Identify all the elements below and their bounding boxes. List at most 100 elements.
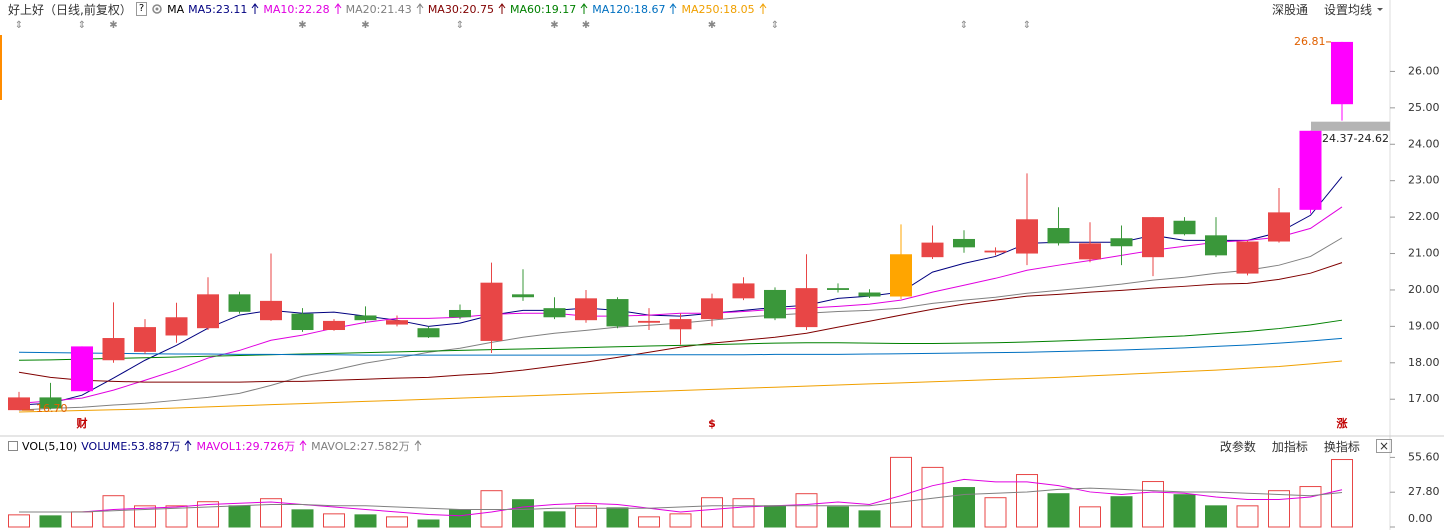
series-label: MA20:21.43 <box>345 2 412 16</box>
candle-body <box>858 292 881 297</box>
volume-bar <box>732 498 755 528</box>
close-button[interactable]: × <box>1375 439 1392 453</box>
candle-body <box>764 289 786 319</box>
volume-bar <box>575 505 597 528</box>
candle-body <box>1079 243 1101 260</box>
candle-body <box>197 294 219 329</box>
button[interactable]: 加指标 <box>1271 439 1308 454</box>
series-label: MA10:22.28 <box>263 2 330 16</box>
volume-bar <box>1079 506 1101 528</box>
candle-body <box>1047 228 1070 244</box>
volume-bar <box>1047 493 1070 528</box>
volume-bar <box>71 511 93 528</box>
volume-bar <box>512 499 534 528</box>
candle-body <box>512 294 534 298</box>
candle-body <box>165 317 188 336</box>
candle-body <box>669 319 692 330</box>
volume-bar <box>260 498 282 528</box>
y-tick-label: 23.00 <box>1408 174 1440 187</box>
volume-bar <box>228 505 251 528</box>
candle-body <box>890 254 912 297</box>
ma-label: MA <box>167 2 185 16</box>
arrow-icon <box>251 3 259 14</box>
arrow-icon <box>414 440 422 451</box>
candle-body <box>291 313 314 331</box>
candle-body <box>8 397 30 411</box>
candle-body <box>354 315 377 321</box>
arrow-icon <box>299 440 307 451</box>
link[interactable]: 设置均线 <box>1323 2 1372 17</box>
candle-body <box>449 309 471 318</box>
ma-line <box>18 262 1343 383</box>
volume-bar <box>291 509 314 528</box>
y-tick-label: 18.00 <box>1408 356 1440 369</box>
candle-body <box>1236 241 1259 274</box>
event-icon: ⇕ <box>1023 20 1031 31</box>
candle-body <box>1205 235 1227 256</box>
candle-body <box>543 308 566 318</box>
link[interactable]: 深股通 <box>1271 2 1308 17</box>
y-tick-label: 21.00 <box>1408 247 1440 260</box>
button[interactable]: 换指标 <box>1323 439 1360 454</box>
arrow-icon <box>670 3 677 14</box>
help-button[interactable]: ? <box>135 2 148 16</box>
event-marker: $ <box>708 417 716 430</box>
candle-body <box>1268 212 1290 242</box>
settings-icon[interactable] <box>151 3 163 15</box>
y-tick-label: 22.00 <box>1408 210 1440 223</box>
low-label: 16.70 <box>36 402 68 415</box>
candle-body <box>1142 217 1164 258</box>
event-icon: ⇕ <box>771 20 779 31</box>
volume-bar <box>1299 486 1322 528</box>
arrow-icon <box>498 3 506 14</box>
collapse-icon[interactable] <box>8 441 18 451</box>
volume-bar <box>386 516 408 528</box>
zone-label: 24.37-24.62 <box>1322 132 1389 145</box>
y-tick-label: 0.00 <box>1408 512 1433 525</box>
y-tick-label: 25.00 <box>1408 101 1440 114</box>
volume-bar <box>1268 490 1290 528</box>
arrow-icon <box>759 3 767 14</box>
candle-body <box>1173 220 1196 235</box>
candle-body <box>102 338 125 361</box>
volume-label: VOLUME:53.887万 <box>81 440 181 453</box>
event-icon: ✱ <box>708 20 716 31</box>
volume-bar <box>890 456 912 528</box>
volume-header: VOL(5,10) VOLUME:53.887万 MAVOL1:29.726万 M… <box>8 438 422 454</box>
ma-line <box>18 176 1343 406</box>
volume-bar <box>480 490 503 528</box>
series-label: MAVOL2:27.582万 <box>311 440 410 453</box>
candle-body <box>417 328 440 338</box>
ma-line <box>18 360 1343 413</box>
toolbar: 深股通 设置均线 <box>1260 1 1384 17</box>
dropdown-icon[interactable] <box>1376 5 1384 13</box>
y-tick-label: 55.60 <box>1408 450 1440 463</box>
candle-body <box>260 300 282 321</box>
volume-bar <box>764 505 786 528</box>
candle-body <box>71 346 93 392</box>
arrow-icon <box>185 440 192 451</box>
candle-body <box>575 298 597 321</box>
candle-body <box>480 282 503 341</box>
volume-bar <box>1110 496 1133 528</box>
y-tick-label: 20.00 <box>1408 283 1440 296</box>
button[interactable]: 改参数 <box>1219 439 1256 454</box>
volume-bar <box>543 511 566 528</box>
event-icon: ⇕ <box>78 20 86 31</box>
volume-bar <box>1142 481 1164 528</box>
volume-bar <box>8 514 30 528</box>
arrow-icon <box>334 3 341 14</box>
ma-line <box>18 337 1343 356</box>
volume-bar <box>953 487 975 528</box>
price-zone <box>1311 121 1390 131</box>
series-label: MA5:23.11 <box>188 2 248 16</box>
volume-bar <box>417 519 440 528</box>
series-label: MA120:18.67 <box>592 2 666 16</box>
volume-bar <box>984 497 1007 528</box>
candle-body <box>134 327 156 352</box>
candle-body <box>638 320 660 323</box>
volume-bar <box>134 505 156 528</box>
volume-toolbar: 改参数 加指标 换指标 × <box>1208 438 1392 454</box>
